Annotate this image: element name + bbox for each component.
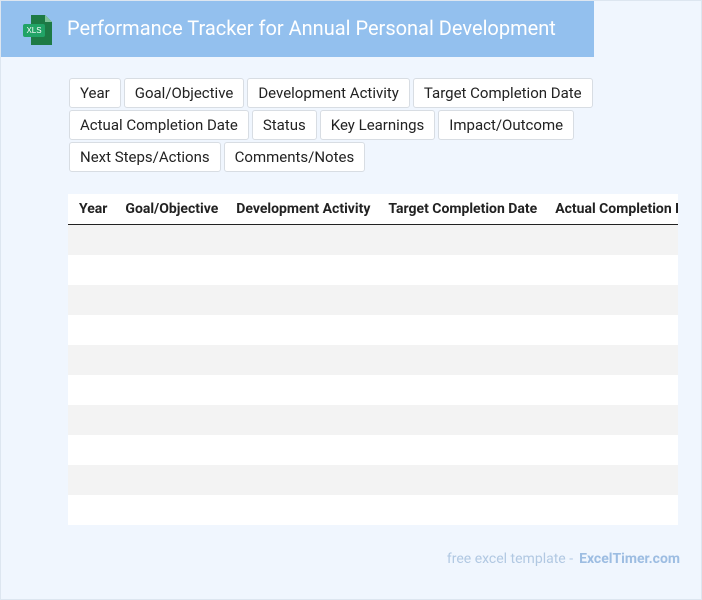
table-cell: [377, 495, 545, 525]
table-cell: [544, 255, 678, 285]
table-cell: [68, 405, 115, 435]
table-cell: [68, 255, 115, 285]
tag[interactable]: Impact/Outcome: [438, 110, 575, 140]
table-row: [68, 285, 678, 315]
table-row: [68, 375, 678, 405]
table-cell: [225, 255, 378, 285]
table-cell: [544, 375, 678, 405]
table-cell: [377, 435, 545, 465]
tag[interactable]: Status: [251, 110, 317, 140]
table-row: [68, 224, 678, 255]
table-cell: [68, 315, 115, 345]
tag[interactable]: Comments/Notes: [223, 142, 366, 172]
column-header: Goal/Objective: [114, 194, 226, 225]
table-cell: [544, 465, 678, 495]
table-cell: [225, 285, 378, 315]
icon-label: XLS: [26, 26, 41, 35]
table-cell: [544, 495, 678, 525]
table-cell: [377, 224, 545, 255]
column-header: Year: [68, 194, 115, 225]
table-cell: [114, 285, 226, 315]
table-cell: [225, 495, 378, 525]
table-cell: [225, 405, 378, 435]
table-cell: [68, 375, 115, 405]
table-cell: [68, 285, 115, 315]
footer-text: free excel template -: [446, 551, 574, 567]
table-cell: [377, 465, 545, 495]
xls-icon: XLS: [23, 15, 52, 45]
table-row: [68, 465, 678, 495]
table-cell: [68, 435, 115, 465]
table-cell: [544, 435, 678, 465]
tag[interactable]: Goal/Objective: [123, 78, 245, 108]
table-cell: [377, 375, 545, 405]
column-header: Development Activity: [225, 194, 378, 225]
tag[interactable]: Key Learnings: [319, 110, 436, 140]
table-cell: [225, 224, 378, 255]
table-cell: [225, 345, 378, 375]
table-cell: [114, 405, 226, 435]
tag[interactable]: Actual Completion Date: [69, 110, 249, 140]
tag[interactable]: Development Activity: [247, 78, 410, 108]
header-row: Year Goal/Objective Development Activity Ta…: [68, 194, 678, 225]
table-cell: [225, 315, 378, 345]
table-row: [68, 315, 678, 345]
column-header: Target Completion Date: [377, 194, 545, 225]
table-row: [68, 405, 678, 435]
footer-link[interactable]: ExcelTimer.com: [579, 551, 680, 567]
table-cell: [114, 495, 226, 525]
table-row: [68, 255, 678, 285]
table-cell: [68, 345, 115, 375]
footer: free excel template - ExcelTimer.com: [447, 550, 680, 568]
table-cell: [377, 315, 545, 345]
table-cell: [544, 315, 678, 345]
table: Year Goal/Objective Development Activity Ta…: [68, 194, 678, 525]
table-row: [68, 495, 678, 525]
table-cell: [377, 405, 545, 435]
table-cell: [114, 435, 226, 465]
table-cell: [225, 465, 378, 495]
table-cell: [114, 345, 226, 375]
tag[interactable]: Target Completion Date: [412, 78, 593, 108]
table-cell: [68, 465, 115, 495]
page-title: Performance Tracker for Annual Personal …: [67, 16, 556, 40]
tag[interactable]: Year: [69, 78, 121, 108]
table-cell: [114, 255, 226, 285]
table-cell: [68, 224, 115, 255]
table-container: Year Goal/Objective Development Activity Ta…: [68, 194, 678, 525]
table-cell: [114, 315, 226, 345]
table-cell: [544, 345, 678, 375]
table-cell: [544, 405, 678, 435]
table-row: [68, 345, 678, 375]
table-cell: [225, 375, 378, 405]
column-header: Actual Completion Date: [544, 194, 678, 225]
table-cell: [114, 465, 226, 495]
header: XLS Performance Tracker for Annual Perso…: [1, 1, 594, 57]
table-cell: [544, 285, 678, 315]
table-cell: [377, 255, 545, 285]
table-cell: [225, 435, 378, 465]
tag-list: Year Goal/Objective Development Activity Ta…: [69, 78, 599, 172]
table-cell: [377, 285, 545, 315]
table-cell: [68, 495, 115, 525]
tag[interactable]: Next Steps/Actions: [69, 142, 221, 172]
table-cell: [377, 345, 545, 375]
table-cell: [114, 375, 226, 405]
table-cell: [544, 224, 678, 255]
table-cell: [114, 224, 226, 255]
table-row: [68, 435, 678, 465]
